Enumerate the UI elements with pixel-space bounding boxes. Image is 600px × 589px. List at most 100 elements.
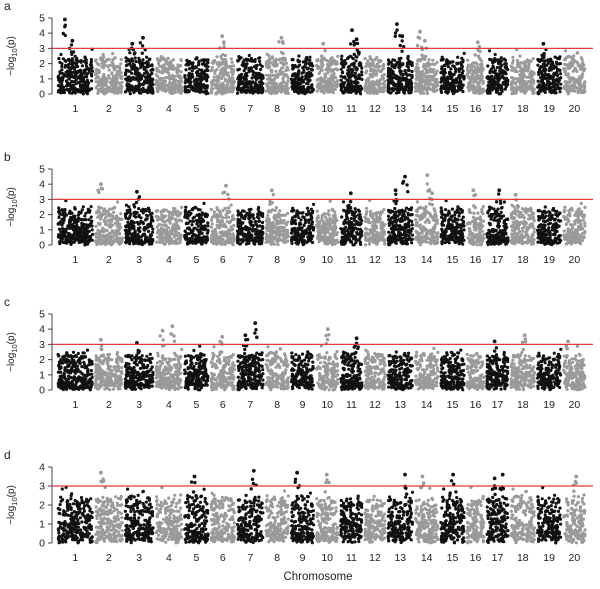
snp-point: [58, 90, 63, 94]
snp-point: [399, 72, 403, 76]
snp-point: [459, 62, 463, 66]
snp-point: [167, 84, 171, 88]
peak-point: [63, 17, 67, 22]
peak-support-point: [69, 43, 74, 47]
snp-point: [357, 86, 361, 90]
snp-point: [418, 89, 422, 94]
snp-point: [310, 89, 314, 94]
snp-point: [117, 231, 121, 235]
snp-point: [133, 236, 137, 240]
snp-point: [493, 57, 497, 61]
snp-point: [87, 68, 91, 72]
snp-point: [155, 66, 159, 70]
snp-point: [149, 224, 153, 228]
snp-point: [564, 73, 568, 77]
snp-point: [157, 216, 161, 220]
peak-support-point: [400, 39, 404, 43]
snp-point: [398, 68, 402, 73]
snp-point: [319, 86, 323, 90]
chromosome-9-points: [289, 54, 315, 96]
snp-point: [110, 219, 114, 223]
snp-point: [114, 234, 119, 238]
snp-point: [365, 91, 370, 95]
chromosome-label: 16: [470, 103, 482, 115]
snp-point: [197, 68, 201, 72]
snp-point: [286, 76, 290, 80]
snp-point: [223, 79, 227, 83]
snp-point: [335, 80, 339, 84]
snp-point: [69, 59, 73, 63]
snp-point: [236, 83, 241, 87]
snp-point: [260, 74, 264, 78]
snp-point: [116, 70, 120, 74]
snp-point: [137, 207, 141, 211]
snp-point: [64, 63, 68, 67]
snp-point: [220, 82, 224, 86]
snp-point: [458, 81, 462, 85]
snp-point: [57, 56, 61, 61]
snp-point: [583, 80, 587, 84]
chromosome-3-points: [123, 47, 155, 96]
snp-point: [194, 77, 198, 81]
snp-point: [167, 71, 171, 75]
snp-point: [249, 68, 253, 72]
snp-point: [284, 61, 288, 65]
snp-point: [203, 224, 207, 228]
snp-point: [460, 85, 464, 89]
snp-point: [192, 226, 196, 230]
snp-point: [532, 87, 536, 91]
peak-point: [475, 40, 480, 45]
snp-point: [172, 83, 176, 88]
snp-point: [226, 237, 231, 241]
snp-point: [215, 82, 219, 86]
peak-support-point: [420, 53, 424, 57]
snp-point: [408, 62, 413, 66]
snp-point: [108, 76, 112, 80]
snp-point: [489, 67, 493, 71]
snp-point: [179, 77, 183, 81]
snp-point: [104, 239, 108, 243]
snp-point: [223, 240, 227, 244]
snp-point: [240, 86, 244, 90]
snp-point: [339, 67, 343, 71]
snp-point: [475, 86, 479, 90]
snp-point: [103, 222, 108, 226]
snp-point: [89, 205, 93, 209]
snp-point: [349, 68, 353, 72]
snp-point: [157, 69, 161, 73]
snp-point: [306, 66, 310, 70]
y-tick-label: 5: [39, 164, 45, 176]
snp-point: [117, 65, 121, 69]
snp-point: [109, 224, 113, 228]
snp-point: [162, 63, 166, 67]
snp-point: [187, 62, 191, 66]
snp-point: [444, 76, 448, 81]
chromosome-label: 10: [321, 103, 333, 115]
snp-point: [465, 72, 469, 76]
snp-point: [223, 53, 227, 58]
chromosome-label: 6: [220, 103, 226, 115]
snp-point: [59, 233, 63, 237]
snp-point: [429, 70, 433, 74]
snp-point: [224, 62, 228, 66]
snp-point: [376, 65, 380, 70]
snp-point: [265, 52, 269, 56]
snp-point: [184, 79, 188, 83]
snp-point: [167, 219, 171, 223]
snp-point: [457, 75, 461, 79]
snp-point: [141, 74, 145, 78]
snp-point: [355, 55, 359, 59]
snp-point: [565, 89, 570, 93]
snp-point: [175, 68, 179, 72]
snp-point: [94, 232, 98, 236]
snp-point: [57, 215, 61, 219]
snp-point: [146, 63, 150, 67]
snp-point: [72, 217, 76, 221]
snp-point: [141, 58, 145, 62]
snp-point: [428, 78, 432, 82]
snp-point: [188, 212, 192, 216]
snp-point: [475, 62, 479, 66]
snp-point: [120, 239, 124, 243]
snp-point: [184, 68, 188, 72]
chromosome-5-points: [183, 56, 210, 96]
